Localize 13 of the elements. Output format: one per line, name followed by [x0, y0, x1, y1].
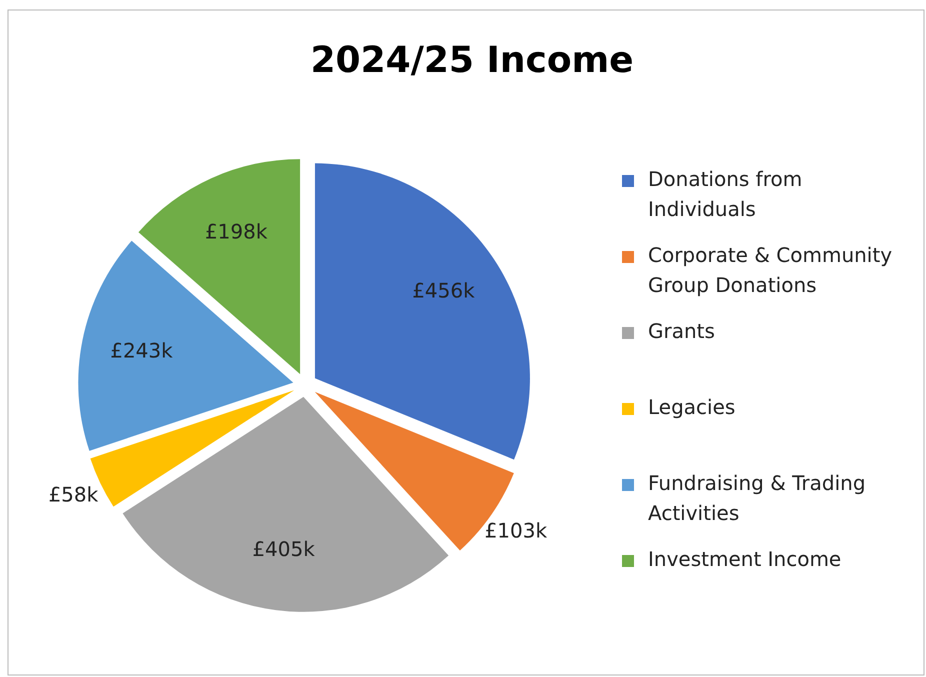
data-label: £243k	[110, 338, 174, 363]
data-label: £103k	[484, 518, 548, 542]
legend-label: Investment Income	[648, 547, 842, 572]
chart-title: 2024/25 Income	[310, 40, 634, 81]
legend-label: Fundraising & Trading Activities	[648, 471, 866, 526]
data-label: £198k	[204, 220, 268, 244]
data-label: £456k	[412, 278, 476, 302]
data-label: £405k	[252, 536, 316, 561]
legend-label: Legacies	[648, 395, 736, 420]
legend-label: Corporate & Community Group Donations	[648, 243, 892, 298]
data-label: £58k	[48, 482, 99, 507]
legend-label: Grants	[648, 319, 715, 344]
legend-label: Donations from Individuals	[648, 167, 802, 222]
